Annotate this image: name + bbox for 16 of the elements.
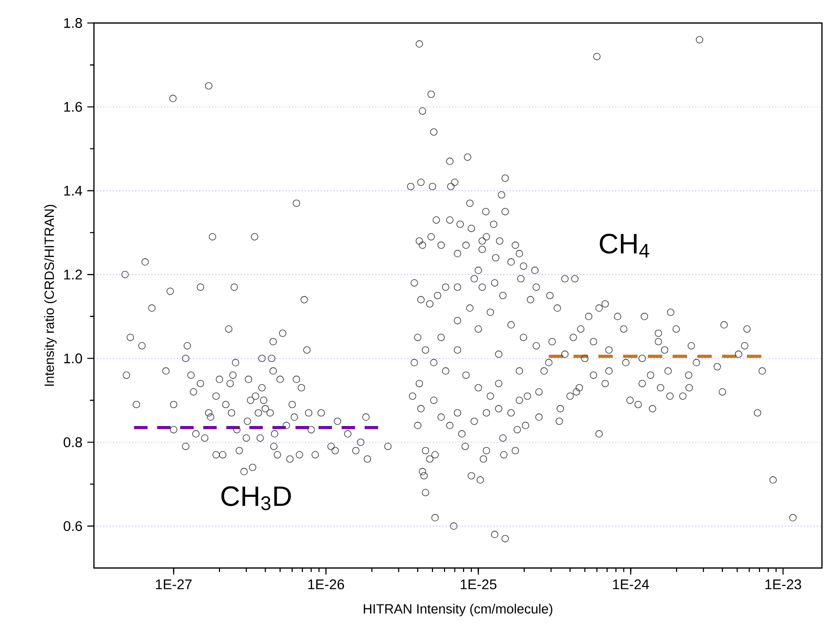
annotation: CH$_{3}$D <box>221 486 291 510</box>
y-tick-label: 1.4 <box>64 186 82 196</box>
y-tick-label: 1.8 <box>64 18 82 28</box>
x-tick-label: 1E-25 <box>460 579 496 590</box>
x-tick-label: 1E-26 <box>308 579 344 590</box>
y-axis-title: Intensity ratio (CRDS/HITRAN) <box>44 204 57 386</box>
x-tick-label: 1E-27 <box>156 579 192 590</box>
y-tick-label: 1.2 <box>64 270 82 280</box>
x-tick-label: 1E-24 <box>613 579 649 590</box>
annotation: CH$_{4}$ <box>600 234 650 258</box>
y-tick-label: 1.0 <box>64 353 82 364</box>
x-tick-label: 1E-23 <box>765 579 802 590</box>
x-axis-title: HITRAN Intensity (cm/molecule) <box>364 604 552 616</box>
y-tick-label: 0.6 <box>64 521 82 532</box>
y-tick-label: 1.6 <box>64 102 82 112</box>
y-tick-label: 0.8 <box>64 437 82 448</box>
